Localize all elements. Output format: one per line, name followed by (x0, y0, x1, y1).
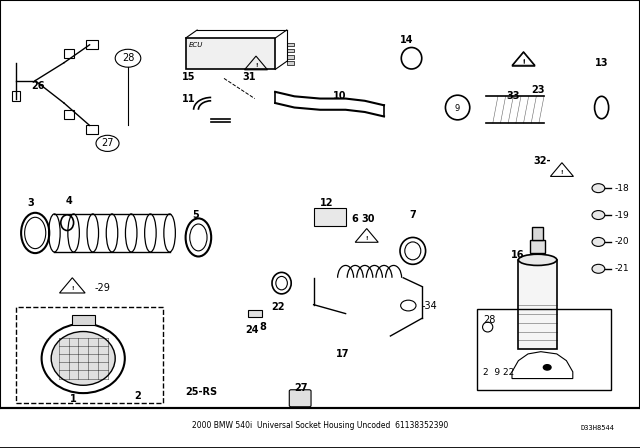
Text: 6: 6 (352, 214, 358, 224)
Bar (86, 125, 98, 134)
Text: 7: 7 (410, 211, 416, 220)
Text: 4: 4 (66, 196, 72, 206)
Text: 8: 8 (259, 322, 266, 332)
FancyBboxPatch shape (186, 38, 275, 69)
Bar (287, 61, 294, 65)
Text: -20: -20 (614, 237, 629, 246)
Text: 24: 24 (245, 325, 259, 335)
Text: 31: 31 (243, 72, 257, 82)
Bar (248, 310, 262, 317)
Text: 11: 11 (182, 94, 196, 103)
FancyBboxPatch shape (314, 208, 346, 226)
Ellipse shape (592, 211, 605, 220)
Circle shape (543, 365, 551, 370)
Text: 17: 17 (335, 349, 349, 359)
Text: 27: 27 (294, 383, 308, 392)
Text: 10: 10 (332, 91, 346, 101)
Bar (287, 43, 294, 46)
Text: 5: 5 (192, 210, 198, 220)
Text: !: ! (522, 60, 525, 65)
Bar (64, 110, 74, 119)
Text: 28: 28 (483, 315, 495, 325)
Bar (532, 227, 543, 240)
Ellipse shape (51, 332, 115, 385)
Text: 16: 16 (511, 250, 525, 260)
Text: 2000 BMW 540i  Universal Socket Housing Uncoded  61138352390: 2000 BMW 540i Universal Socket Housing U… (192, 421, 448, 430)
Text: -34: -34 (421, 301, 437, 310)
Text: !: ! (522, 59, 525, 64)
Text: ECU: ECU (189, 42, 203, 48)
Bar (287, 55, 294, 59)
Text: 33: 33 (506, 91, 520, 101)
Text: -29: -29 (94, 283, 110, 293)
Text: 2  9 22: 2 9 22 (483, 368, 514, 377)
Text: D33H8544: D33H8544 (580, 425, 614, 431)
Text: 9: 9 (455, 104, 460, 113)
Bar (72, 315, 95, 325)
Text: 32-: 32- (533, 156, 550, 166)
Bar (64, 49, 74, 58)
Text: 1: 1 (70, 394, 77, 404)
Bar (530, 240, 545, 253)
Bar (86, 40, 98, 49)
Text: 23: 23 (531, 85, 545, 95)
Text: 13: 13 (595, 58, 609, 68)
Text: 15: 15 (182, 72, 196, 82)
Bar (287, 49, 294, 52)
Text: !: ! (365, 236, 368, 241)
Bar (16, 307, 163, 403)
Bar (477, 309, 611, 390)
Text: 28: 28 (122, 53, 134, 63)
Ellipse shape (592, 264, 605, 273)
Ellipse shape (518, 254, 557, 265)
Text: 14: 14 (399, 35, 413, 45)
Text: 12: 12 (319, 198, 333, 208)
Text: 25-RS: 25-RS (186, 387, 218, 397)
Text: 27: 27 (101, 138, 114, 148)
Text: !: ! (561, 170, 563, 175)
Ellipse shape (592, 237, 605, 246)
Text: 2: 2 (134, 392, 141, 401)
Text: -18: -18 (614, 184, 629, 193)
Text: !: ! (71, 286, 74, 291)
Text: -19: -19 (614, 211, 629, 220)
Text: !: ! (255, 63, 257, 68)
Bar (518, 260, 557, 349)
Bar (12, 91, 20, 101)
Text: 22: 22 (271, 302, 285, 312)
Text: 26: 26 (31, 81, 45, 91)
Ellipse shape (592, 184, 605, 193)
Text: -21: -21 (614, 264, 629, 273)
Text: 30: 30 (361, 214, 375, 224)
Text: 3: 3 (28, 198, 34, 208)
FancyBboxPatch shape (289, 390, 311, 407)
